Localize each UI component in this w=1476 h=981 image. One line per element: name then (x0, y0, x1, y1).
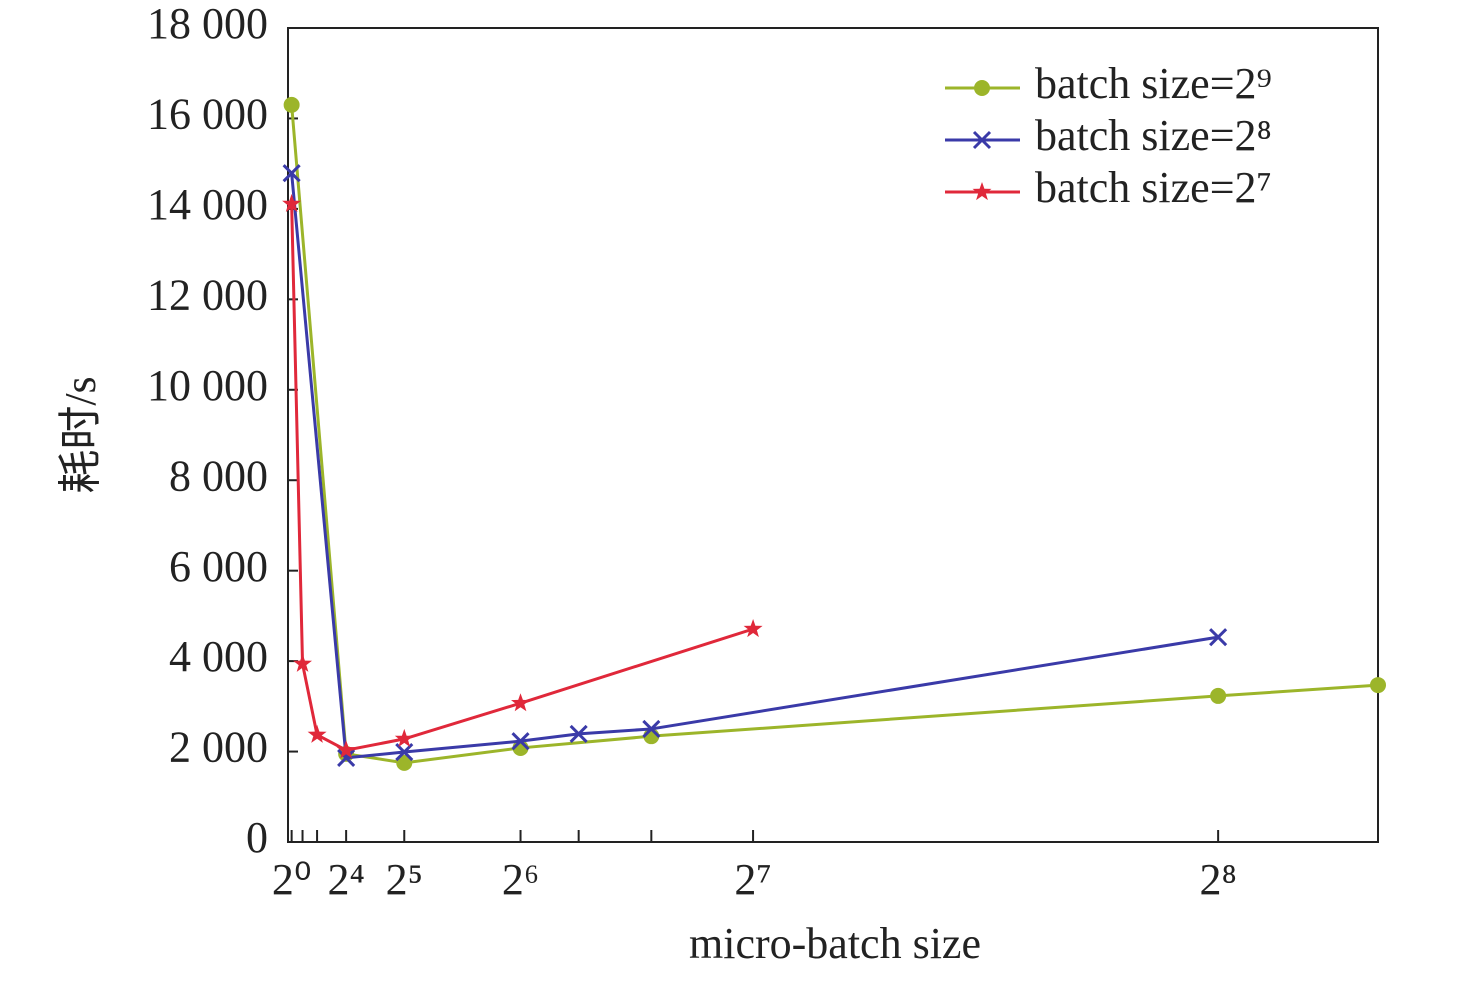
legend-label: batch size=2⁹ (1035, 59, 1272, 108)
point (336, 740, 356, 759)
legend-label: batch size=2⁸ (1035, 111, 1272, 160)
point (511, 693, 530, 712)
point (394, 728, 414, 747)
point (569, 724, 588, 743)
point (337, 748, 356, 767)
plot-frame (287, 27, 1379, 843)
legend-marker (974, 80, 990, 96)
y-tick-label: 18 000 (147, 0, 268, 48)
point (511, 732, 530, 751)
point (282, 164, 301, 183)
x-tick-label: 2⁴ (327, 855, 364, 904)
legend-marker (972, 130, 992, 150)
x-tick-label: 2⁰ (272, 855, 312, 904)
point (293, 653, 312, 672)
y-tick-label: 0 (246, 813, 268, 862)
point (743, 619, 763, 638)
x-axis-label: micro-batch size (689, 919, 981, 968)
point (1210, 687, 1227, 704)
y-tick-label: 6 000 (169, 542, 268, 591)
point (642, 719, 661, 739)
x-tick-label: 2⁷ (734, 855, 771, 904)
series-line (290, 173, 1219, 760)
x-tick-label: 2⁸ (1199, 855, 1236, 904)
y-tick-label: 12 000 (147, 270, 268, 319)
y-tick-label: 2 000 (169, 723, 268, 772)
point (396, 754, 413, 771)
point (1370, 677, 1386, 694)
point (282, 193, 302, 212)
y-tick-label: 8 000 (169, 451, 268, 500)
legend-label: batch size=2⁷ (1035, 163, 1272, 212)
y-axis-label: 耗时/s (56, 376, 105, 493)
y-tick-label: 14 000 (147, 180, 268, 229)
y-tick-label: 10 000 (147, 361, 268, 410)
point (307, 724, 327, 743)
x-tick-label: 2⁵ (386, 855, 423, 904)
point (395, 742, 414, 762)
series-line (290, 203, 754, 752)
x-tick-label: 2⁶ (502, 855, 539, 904)
point (1209, 628, 1228, 647)
point (283, 96, 300, 113)
y-tick-label: 16 000 (147, 90, 268, 139)
legend-marker (972, 182, 992, 201)
y-tick-label: 4 000 (169, 632, 268, 681)
